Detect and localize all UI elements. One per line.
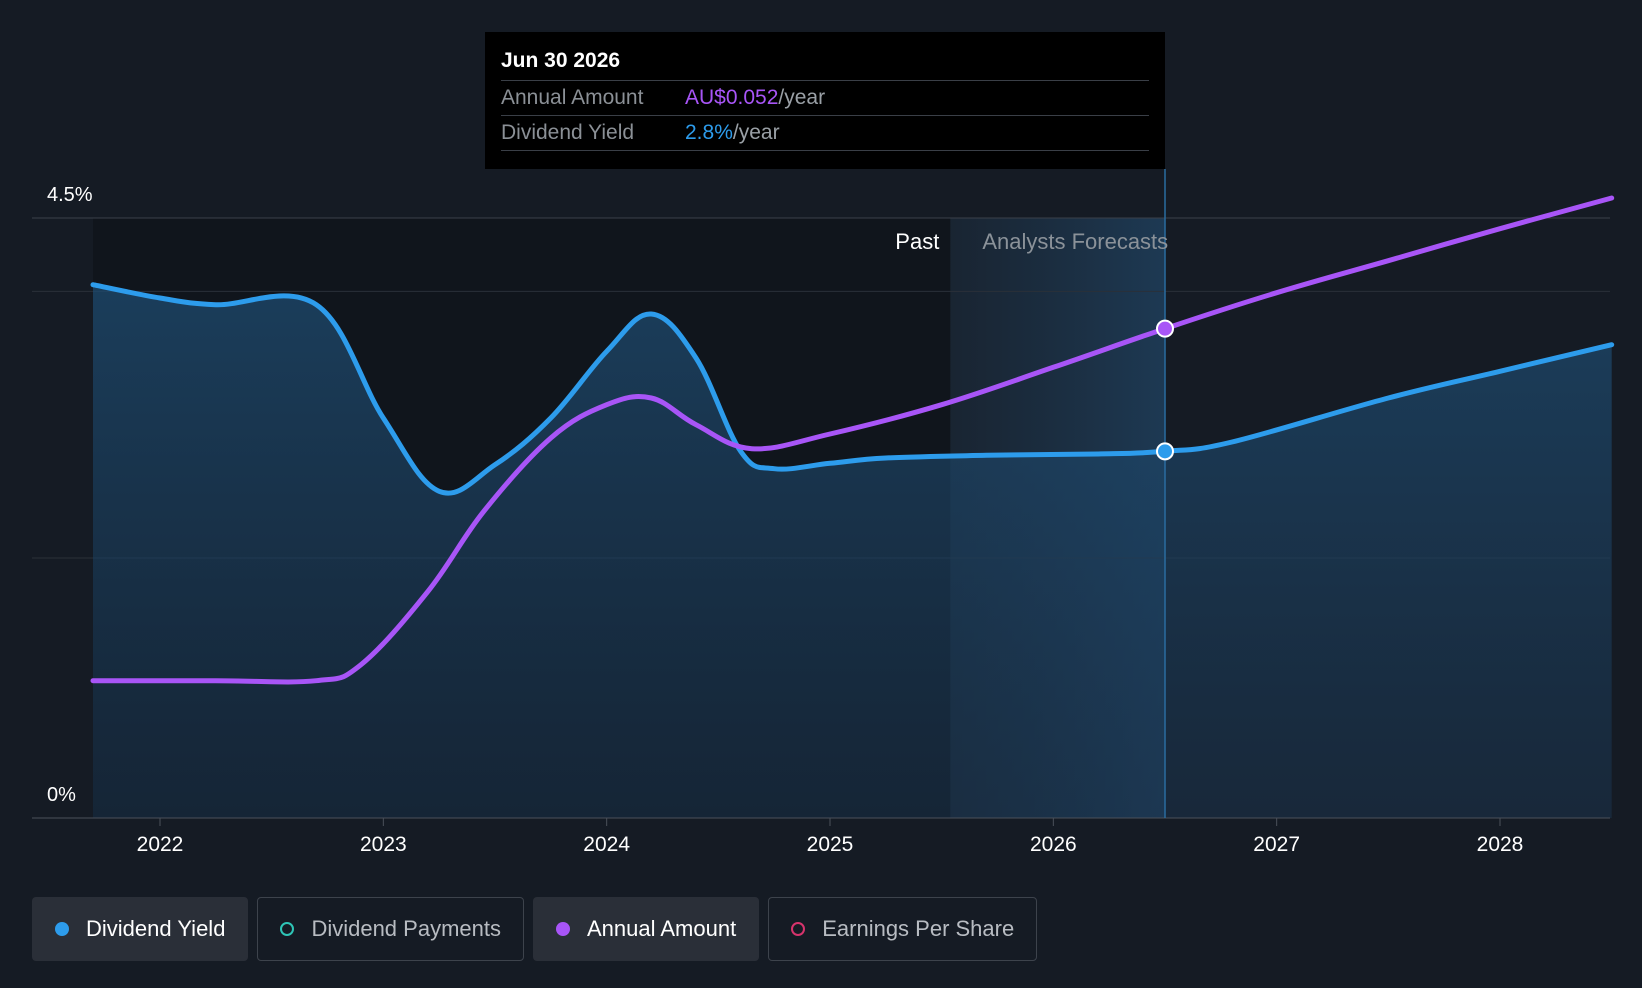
legend: Dividend Yield Dividend Payments Annual … xyxy=(32,897,1046,961)
annual-amount-marker xyxy=(1156,319,1174,338)
yield-line xyxy=(90,282,1615,496)
yield-area xyxy=(93,284,1612,818)
legend-label: Dividend Payments xyxy=(311,916,501,941)
tooltip-unit: /year xyxy=(778,86,826,109)
tooltip-value: 2.8% xyxy=(685,121,733,144)
x-tick-label: 2028 xyxy=(1477,833,1524,856)
x-tick-label: 2027 xyxy=(1253,833,1300,856)
legend-ring-icon xyxy=(280,922,295,936)
legend-label: Dividend Yield xyxy=(86,916,226,941)
legend-label: Earnings Per Share xyxy=(822,916,1015,941)
legend-dot-icon xyxy=(55,922,69,936)
tooltip: Jun 30 2026 Annual Amount AU$0.052 /year… xyxy=(485,32,1165,169)
tooltip-value: AU$0.052 xyxy=(685,86,779,109)
y-min-label: 0% xyxy=(47,784,76,806)
x-tick-label: 2024 xyxy=(583,833,630,856)
legend-label: Annual Amount xyxy=(586,916,737,941)
past-label: Past xyxy=(895,229,939,254)
legend-dividend-yield[interactable]: Dividend Yield xyxy=(32,897,249,961)
x-tick-label: 2022 xyxy=(137,833,184,856)
legend-dot-icon xyxy=(555,922,570,936)
tooltip-row-annual-amount: Annual Amount AU$0.052 /year xyxy=(501,81,1149,116)
legend-earnings-per-share[interactable]: Earnings Per Share xyxy=(768,897,1038,961)
x-tick-label: 2026 xyxy=(1030,833,1077,856)
yield-marker xyxy=(1156,442,1174,461)
x-tick-label: 2025 xyxy=(807,833,854,856)
y-max-label: 4.5% xyxy=(47,184,93,206)
tooltip-label: Annual Amount xyxy=(501,86,644,109)
legend-ring-icon xyxy=(791,922,806,936)
tooltip-date: Jun 30 2026 xyxy=(501,46,1149,81)
tooltip-row-dividend-yield: Dividend Yield 2.8% /year xyxy=(501,116,1149,151)
forecast-label: Analysts Forecasts xyxy=(982,229,1168,254)
legend-dividend-payments[interactable]: Dividend Payments xyxy=(257,897,524,961)
tooltip-unit: /year xyxy=(732,121,780,144)
annual-amount-line xyxy=(90,195,1615,685)
x-tick-label: 2023 xyxy=(360,833,407,856)
tooltip-label: Dividend Yield xyxy=(501,121,635,144)
legend-annual-amount[interactable]: Annual Amount xyxy=(532,897,760,961)
